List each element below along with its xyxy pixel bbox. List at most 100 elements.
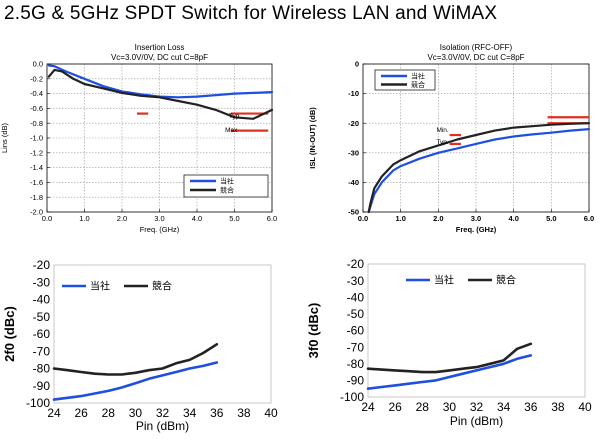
x-tick-label: 30 — [129, 406, 143, 420]
legend-label: 競合 — [220, 185, 234, 194]
y-tick-label: -60 — [347, 324, 365, 338]
legend-label: 当社 — [220, 176, 234, 185]
x-axis-label: Freq. (GHz) — [456, 225, 497, 234]
x-tick-label: 3.0 — [154, 214, 164, 223]
legend-box — [400, 272, 530, 288]
x-tick-label: 34 — [497, 400, 511, 414]
y-tick-label: -20 — [347, 257, 365, 271]
y-tick-label: -0.4 — [30, 89, 43, 98]
plot-frame — [53, 264, 272, 404]
series-line-own — [52, 361, 219, 401]
x-tick-label: 38 — [237, 406, 251, 420]
x-tick-label: 38 — [551, 400, 565, 414]
second-harmonic-chart: 24 26 28 30 32 34 36 38 40 -20 -30 -40 -50 -60 -70 -80 -… — [2, 258, 278, 433]
series-line-competitor — [366, 342, 533, 374]
y-tick-label: -50 — [347, 307, 365, 321]
x-tick-label: 2.0 — [117, 214, 127, 223]
x-tick-label: 5.0 — [546, 214, 556, 223]
x-tick-label: 40 — [578, 400, 592, 414]
y-tick-label: -90 — [347, 374, 365, 388]
y-tick-label: -1.8 — [30, 193, 43, 202]
x-tick-label: 2.0 — [433, 214, 443, 223]
y-tick-label: -30 — [33, 275, 51, 289]
legend-label: 当社 — [434, 274, 454, 287]
third-harmonic-chart: 24 26 28 30 32 34 36 38 40 -20 -30 -40 -50 -60 -70 -80 -… — [306, 257, 592, 428]
y-tick-label: -1.2 — [30, 148, 43, 157]
x-tick-label: 6.0 — [267, 214, 277, 223]
y-tick-label: -1.4 — [30, 163, 43, 172]
x-tick-label: 26 — [74, 406, 88, 420]
y-axis-label: Lins (dB) — [0, 122, 9, 153]
y-tick-label: -100 — [340, 390, 364, 404]
annotation-label: Typ. — [229, 113, 241, 120]
y-tick-label: -0.6 — [30, 104, 43, 113]
x-tick-label: 40 — [264, 406, 278, 420]
x-tick-label: 5.0 — [229, 214, 239, 223]
x-tick-label: 1.0 — [79, 214, 89, 223]
y-tick-label: -50 — [33, 310, 51, 324]
x-tick-label: 4.0 — [192, 214, 202, 223]
x-tick-label: 26 — [388, 400, 402, 414]
legend-label: 競合 — [152, 280, 172, 293]
chart-subtitle: Vc=3.0V/0V, DC cut C=8pF — [427, 53, 524, 62]
x-axis-label: Pin (dBm) — [136, 419, 189, 433]
x-tick-label: 6.0 — [584, 214, 594, 223]
x-tick-label: 34 — [183, 406, 197, 420]
legend-label: 競合 — [411, 80, 425, 89]
y-tick-label: -1.6 — [30, 178, 43, 187]
y-axis-label: 3f0 (dBc) — [306, 303, 321, 359]
y-tick-label: -40 — [33, 293, 51, 307]
y-tick-label: -0.2 — [30, 74, 43, 83]
y-axis-label: ISL (IN-OUT) (dB) — [308, 107, 317, 169]
series-line-own — [47, 64, 274, 99]
y-tick-label: -60 — [33, 327, 51, 341]
y-tick-label: -2.0 — [30, 208, 43, 217]
y-tick-label: -10 — [348, 89, 359, 98]
y-tick-label: -1.0 — [30, 134, 43, 143]
x-tick-label: 1.0 — [395, 214, 405, 223]
x-tick-label: 4.0 — [508, 214, 518, 223]
x-axis-label: Pin (dBm) — [450, 414, 503, 428]
x-tick-label: 28 — [102, 406, 116, 420]
y-tick-label: -0.8 — [30, 119, 43, 128]
legend-label: 競合 — [496, 274, 516, 287]
y-tick-label: -70 — [347, 340, 365, 354]
chart-title: Isolation (RFC-OFF) — [440, 43, 513, 52]
y-tick-label: -40 — [347, 290, 365, 304]
y-tick-label: -80 — [347, 357, 365, 371]
chart-subtitle: Vc=3.0V/0V, DC cut C=8pF — [111, 53, 208, 62]
y-tick-label: -90 — [33, 379, 51, 393]
page-title: 2.5G & 5GHz SPDT Switch for Wireless LAN… — [4, 3, 498, 24]
legend-label: 当社 — [90, 280, 110, 293]
y-tick-label: -100 — [26, 396, 50, 410]
x-tick-label: 24 — [361, 400, 375, 414]
series-line-competitor — [52, 343, 219, 376]
legend-label: 当社 — [411, 71, 425, 80]
chart-title: Insertion Loss — [135, 43, 185, 52]
series-line-competitor — [367, 122, 591, 214]
series-line-own — [366, 354, 533, 390]
x-tick-label: 30 — [443, 400, 457, 414]
plot-frame — [367, 263, 586, 398]
y-tick-label: -30 — [347, 274, 365, 288]
y-tick-label: 0.0 — [33, 60, 43, 69]
x-tick-label: 3.0 — [471, 214, 481, 223]
y-tick-label: -20 — [348, 119, 359, 128]
x-tick-label: 36 — [210, 406, 224, 420]
x-tick-label: 28 — [416, 400, 430, 414]
annotation-label: Min. — [436, 127, 448, 134]
x-tick-label: 0.0 — [42, 214, 52, 223]
x-tick-label: 36 — [524, 400, 538, 414]
y-tick-label: -80 — [33, 362, 51, 376]
y-axis-label: 2f0 (dBc) — [2, 306, 17, 362]
y-tick-label: -20 — [33, 258, 51, 272]
x-tick-label: 24 — [47, 406, 61, 420]
series-line-competitor — [47, 68, 274, 120]
y-tick-label: -70 — [33, 344, 51, 358]
legend-box — [56, 278, 191, 294]
y-tick-label: -30 — [348, 148, 359, 157]
x-tick-label: 32 — [470, 400, 484, 414]
annotation-label: Max — [225, 127, 238, 134]
y-tick-label: -50 — [348, 208, 359, 217]
